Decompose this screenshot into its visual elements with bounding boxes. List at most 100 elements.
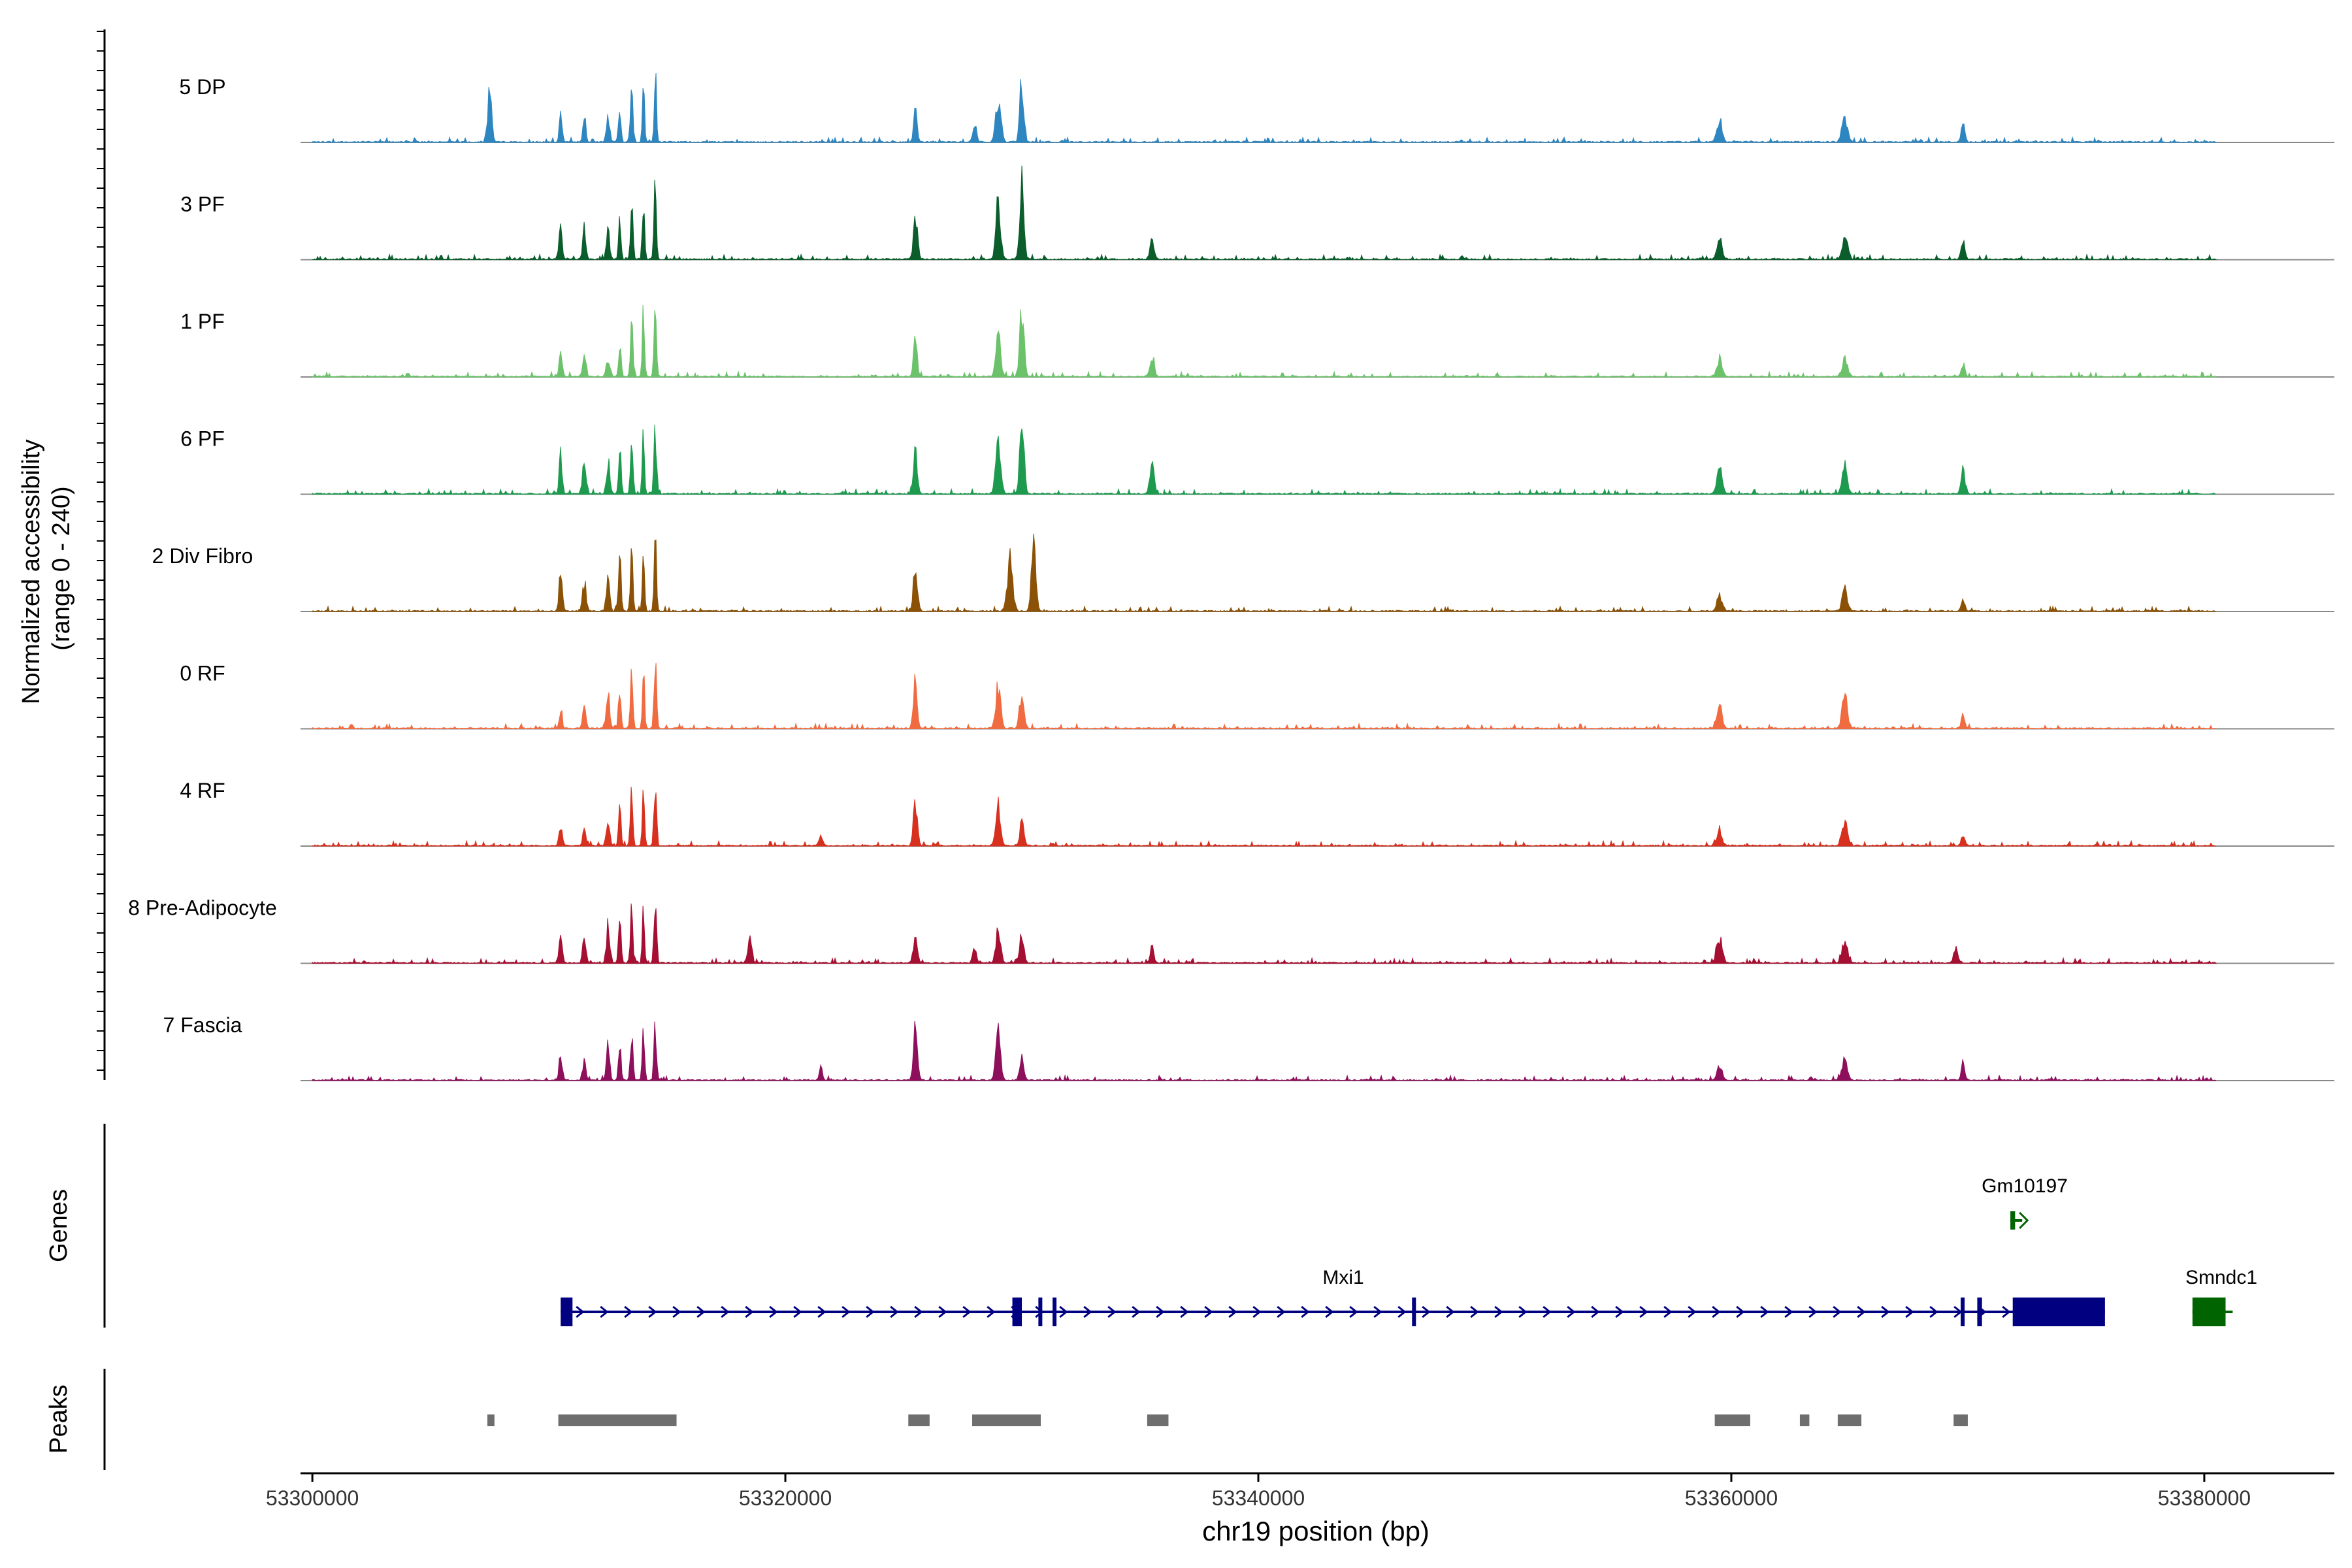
strand-arrow [769,1305,778,1318]
strand-arrow [1180,1305,1189,1318]
strand-arrow [2019,1211,2029,1230]
strand-arrow [2002,1305,2011,1318]
gene-mxi1: Mxi1 [561,1267,2105,1326]
strand-arrow [1494,1305,1503,1318]
strand-arrow [1567,1305,1576,1318]
x-tick-label: 53300000 [266,1486,359,1510]
strand-arrow [1857,1305,1866,1318]
coverage-area [312,304,2217,378]
track-label: 7 Fascia [163,1013,242,1037]
strand-arrow [1808,1305,1818,1318]
gene-exon [2010,1211,2016,1230]
peak-region [1714,1414,1750,1426]
strand-arrow [600,1305,609,1318]
strand-arrow [1349,1305,1358,1318]
gene-exon [1038,1298,1043,1326]
peak-region [972,1414,1041,1426]
strand-arrow [1518,1305,1527,1318]
track-9: 7 Fascia [163,1013,2334,1082]
strand-arrow [648,1305,657,1318]
gene-exon [1977,1298,1982,1326]
strand-arrow [1929,1305,1938,1318]
coverage-area [312,1021,2217,1082]
strand-arrow [962,1305,972,1318]
strand-arrow [1663,1305,1673,1318]
strand-arrow [1107,1305,1117,1318]
x-axis-ticks: 53300000 53320000 53340000 53360000 53380000 [266,1473,2251,1510]
strand-arrow [793,1305,802,1318]
strand-arrow [1083,1305,1092,1318]
track-4: 6 PF [180,425,2334,495]
gene-exon [1053,1298,1057,1326]
track-label: 6 PF [180,427,225,451]
strand-arrow [1228,1305,1237,1318]
strand-arrow [987,1305,996,1318]
track-2: 3 PF [180,165,2334,261]
gene-exon [2012,1298,2105,1326]
x-axis-label: chr19 position (bp) [1202,1516,1429,1546]
strand-arrow [1784,1305,1793,1318]
strand-arrow [1156,1305,1165,1318]
gene-label: Gm10197 [1982,1175,2068,1197]
strand-arrow [1736,1305,1745,1318]
strand-arrow [624,1305,633,1318]
coverage-area [312,425,2217,495]
strand-arrow [1204,1305,1213,1318]
strand-arrow [1591,1305,1600,1318]
track-8: 8 Pre-Adipocyte [128,896,2334,965]
gene-label: Smndc1 [2185,1267,2257,1288]
strand-arrow [1422,1305,1431,1318]
gene-exon [1012,1298,1022,1326]
strand-arrow [1301,1305,1310,1318]
track-3: 1 PF [180,304,2334,378]
gene-label: Mxi1 [1322,1267,1364,1288]
strand-arrow [817,1305,826,1318]
strand-arrow [866,1305,875,1318]
gene-annotation-track: Mxi1 Gm10197 Smndc1 [561,1175,2257,1326]
gene-smndc1: Smndc1 [2185,1267,2257,1326]
peak-region [1953,1414,1968,1426]
coverage-y-label: Normalized accessibility (range 0 - 240) [18,433,75,704]
strand-arrow [745,1305,754,1318]
coverage-area [312,903,2217,965]
coverage-area [312,662,2217,730]
coverage-tracks: 5 DP 3 PF 1 PF 6 PF 2 Div Fibro 0 RF 4 RF 8 Pre… [128,73,2334,1082]
track-6: 0 RF [180,662,2334,730]
strand-arrow [576,1305,585,1318]
track-label: 2 Div Fibro [152,544,253,568]
x-tick-label: 53360000 [1685,1486,1778,1510]
strand-arrow [1373,1305,1382,1318]
strand-arrow [938,1305,947,1318]
gene-exon [1961,1298,1965,1326]
strand-arrow [914,1305,923,1318]
strand-arrow [1277,1305,1286,1318]
peak-regions-track [487,1414,1968,1426]
strand-arrow [1325,1305,1334,1318]
strand-arrow [1833,1305,1842,1318]
coverage-area [312,73,2217,143]
strand-arrow [1470,1305,1479,1318]
strand-arrow [841,1305,851,1318]
strand-arrow [1397,1305,1407,1318]
strand-arrow [1760,1305,1769,1318]
coverage-area [312,165,2217,261]
strand-arrow [1132,1305,1141,1318]
gene-exon [561,1298,573,1326]
track-label: 3 PF [180,193,225,216]
track-7: 4 RF [180,779,2334,847]
strand-arrow [672,1305,681,1318]
strand-arrow [890,1305,899,1318]
track-label: 0 RF [180,662,225,685]
gene-exon [2192,1298,2226,1326]
gene-exon [1412,1298,1416,1326]
x-tick-label: 53340000 [1212,1486,1305,1510]
x-tick-label: 53380000 [2158,1486,2251,1510]
track-label: 5 DP [179,75,225,99]
peaks-panel-label: Peaks [45,1384,73,1454]
peak-region [1147,1414,1169,1426]
strand-arrow [1905,1305,1914,1318]
x-tick-label: 53320000 [739,1486,832,1510]
peak-region [908,1414,930,1426]
gene-gm10197: Gm10197 [1982,1175,2068,1230]
